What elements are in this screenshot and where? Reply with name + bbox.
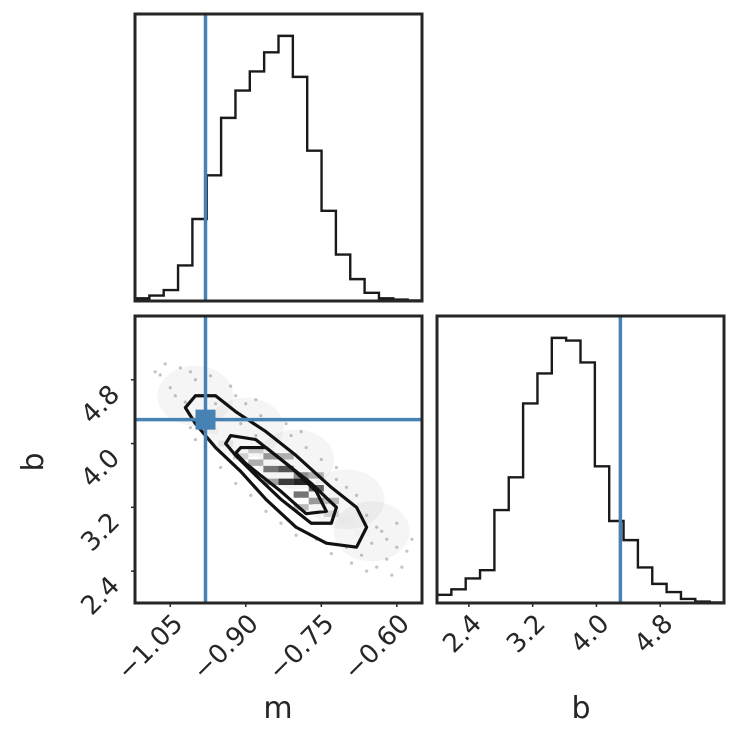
scatter-point bbox=[168, 386, 172, 390]
histogram-m-panel bbox=[133, 12, 424, 303]
scatter-point bbox=[294, 533, 298, 537]
scatter-frame bbox=[133, 314, 424, 605]
scatter-point bbox=[279, 521, 283, 525]
scatter-point bbox=[254, 398, 258, 402]
scatter-point bbox=[254, 433, 258, 438]
y-tick-label-b: 4.8 bbox=[75, 380, 125, 430]
scatter-point bbox=[244, 402, 248, 406]
y-tick-label-b: 4.0 bbox=[75, 443, 125, 493]
scatter-point bbox=[234, 394, 238, 398]
x-tick-label-b: 4.8 bbox=[629, 609, 679, 659]
scatter-point bbox=[304, 445, 308, 450]
scatter-point bbox=[249, 493, 253, 497]
density-cell bbox=[338, 516, 355, 524]
scatter-point bbox=[385, 537, 389, 541]
density-cell bbox=[202, 427, 219, 434]
density-cell bbox=[263, 453, 279, 460]
hist-b-step bbox=[437, 336, 724, 604]
density-cell bbox=[278, 478, 294, 486]
scatter-point bbox=[405, 549, 409, 553]
density-cell bbox=[248, 459, 264, 466]
scatter-point bbox=[375, 525, 379, 529]
contour-level-1 bbox=[183, 394, 369, 549]
density-cell bbox=[293, 491, 309, 498]
scatter-point bbox=[395, 545, 399, 549]
hist-m-step bbox=[135, 34, 422, 302]
scatter-point bbox=[319, 457, 323, 462]
scatter-m-b-panel bbox=[133, 314, 424, 605]
x-tick-label-b: 4.0 bbox=[565, 609, 615, 659]
scatter-point bbox=[183, 400, 187, 404]
scatter-point bbox=[188, 370, 192, 374]
scatter-point bbox=[365, 513, 369, 517]
scatter-point bbox=[163, 362, 167, 366]
x-tick-label-b: 2.4 bbox=[437, 609, 487, 659]
scatter-point bbox=[234, 481, 238, 486]
scatter-point bbox=[229, 384, 233, 388]
scatter-point bbox=[178, 366, 182, 370]
scatter-point bbox=[395, 521, 399, 525]
scatter-point bbox=[218, 465, 223, 470]
scatter-point bbox=[153, 370, 157, 374]
scatter-point bbox=[334, 465, 339, 470]
density-cell bbox=[323, 510, 339, 517]
scatter-point bbox=[173, 394, 177, 398]
x-tick-label-m: −0.90 bbox=[187, 609, 265, 687]
scatter-point bbox=[375, 565, 379, 569]
scatter-point bbox=[385, 557, 389, 561]
histogram-b-panel bbox=[435, 314, 726, 605]
scatter-point bbox=[365, 569, 369, 573]
truth-marker bbox=[195, 409, 216, 430]
density-cell bbox=[278, 465, 294, 473]
x-tick-label-m: −0.75 bbox=[263, 609, 341, 687]
scatter-point bbox=[349, 561, 354, 565]
scatter-point bbox=[359, 553, 364, 557]
scatter-point bbox=[344, 485, 349, 490]
scatter-point bbox=[354, 493, 359, 497]
scatter-point bbox=[208, 374, 213, 378]
y-tick-label-b: 3.2 bbox=[75, 507, 125, 557]
scatter-point bbox=[289, 433, 293, 438]
y-axis-label-b: b bbox=[16, 452, 51, 471]
scatter-point bbox=[193, 437, 198, 442]
x-tick-label-m: −0.60 bbox=[338, 609, 416, 687]
scatter-point bbox=[329, 551, 333, 556]
hist-m-frame bbox=[133, 12, 424, 303]
scatter-point bbox=[400, 565, 404, 569]
x-tick-label-b: 3.2 bbox=[501, 609, 551, 659]
x-tick-label-m: −1.05 bbox=[112, 609, 190, 687]
x-axis-label-m: m bbox=[263, 691, 292, 726]
scatter-point bbox=[213, 402, 218, 406]
scatter-content bbox=[135, 316, 422, 603]
scatter-point bbox=[380, 529, 384, 533]
scatter-point bbox=[284, 422, 288, 426]
scatter-point bbox=[390, 573, 394, 577]
scatter-point bbox=[239, 422, 243, 426]
scatter-point bbox=[188, 426, 192, 430]
scatter-point bbox=[193, 378, 198, 382]
contour-level-3 bbox=[234, 445, 328, 516]
density-haze bbox=[333, 501, 410, 562]
scatter-point bbox=[264, 509, 268, 513]
density-cell bbox=[308, 497, 324, 505]
density-cell bbox=[248, 446, 264, 454]
density-cell bbox=[354, 529, 370, 537]
density-cell bbox=[263, 465, 279, 473]
density-cell bbox=[278, 453, 294, 460]
scatter-point bbox=[299, 429, 303, 434]
x-axis-label-b: b bbox=[571, 691, 590, 726]
scatter-point bbox=[410, 537, 414, 541]
scatter-point bbox=[259, 414, 263, 418]
scatter-point bbox=[158, 373, 162, 377]
scatter-point bbox=[334, 477, 339, 482]
density-cell bbox=[293, 478, 309, 486]
hist-b-frame bbox=[435, 314, 726, 605]
y-tick-label-b: 2.4 bbox=[75, 571, 125, 621]
scatter-point bbox=[370, 541, 374, 545]
